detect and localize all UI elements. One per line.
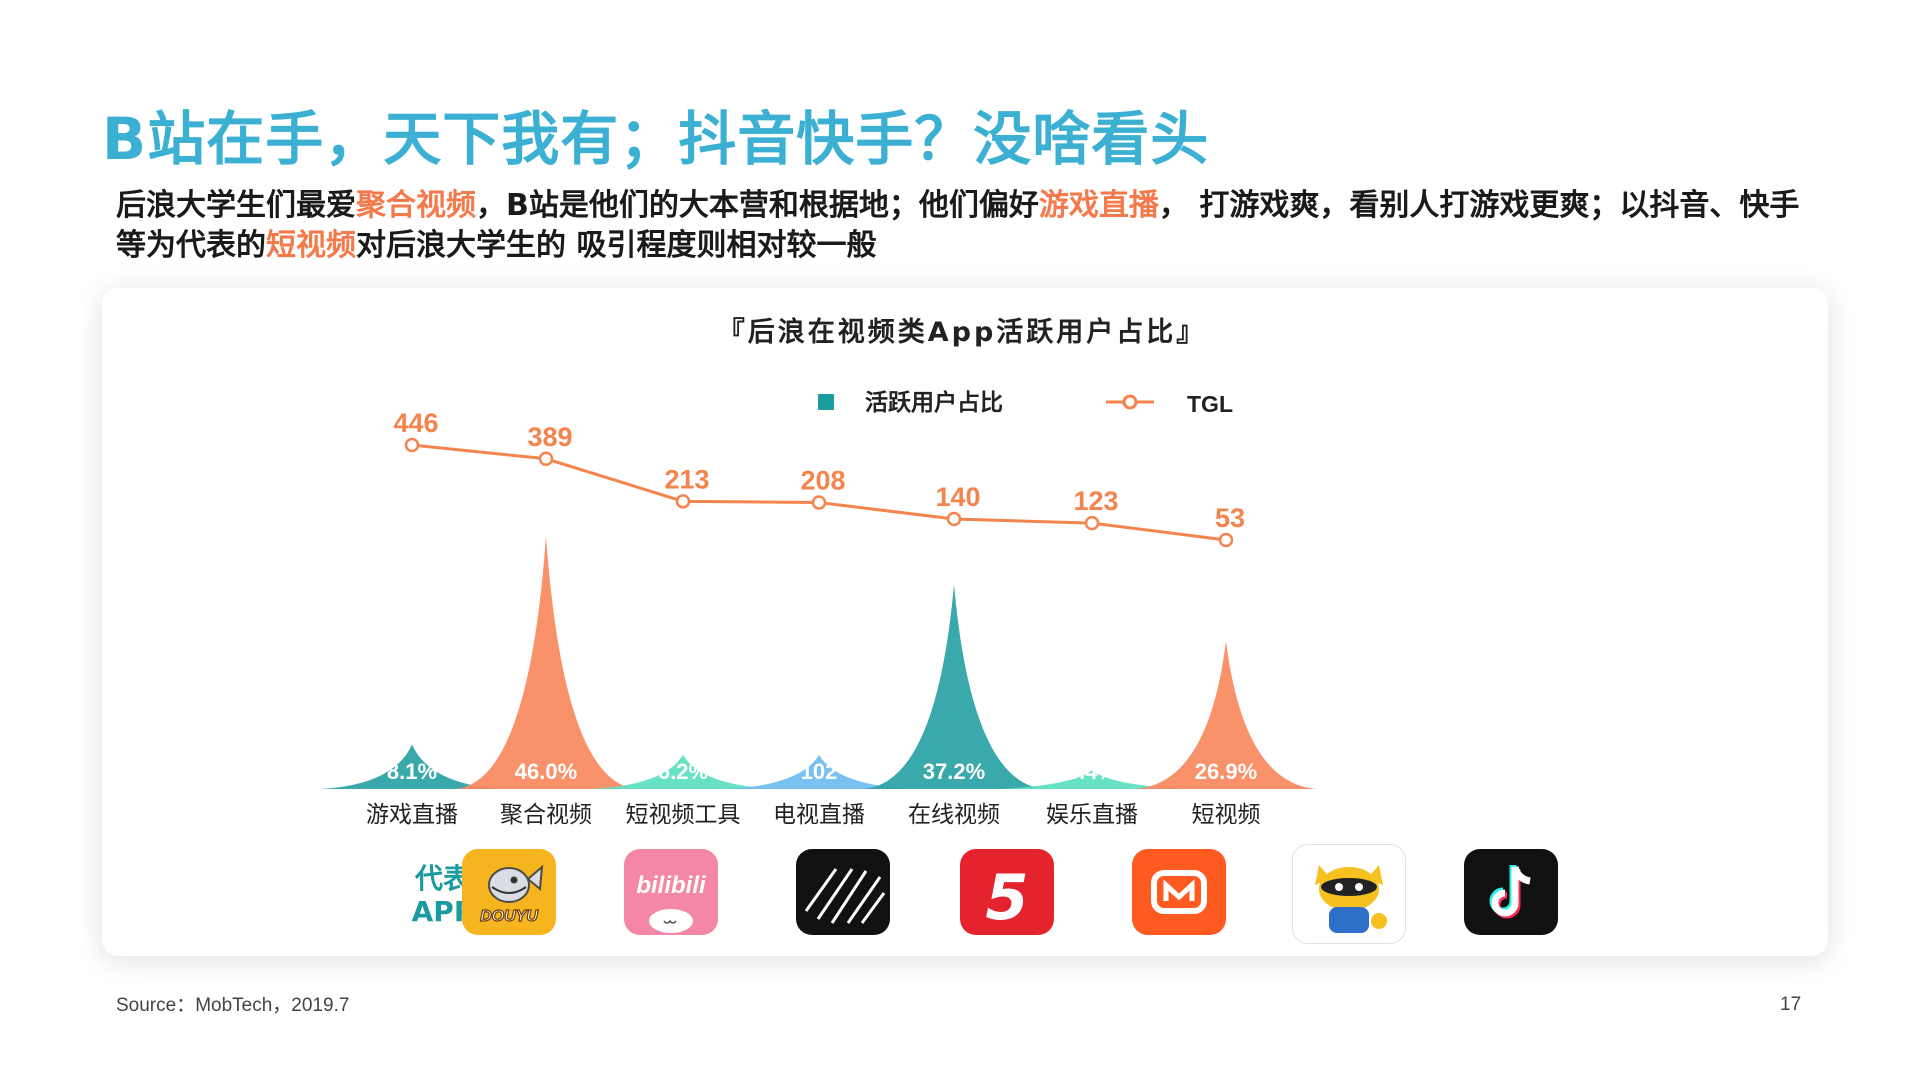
chart-title: 『后浪在视频类App活跃用户占比』 (718, 316, 1207, 348)
category-label-7: 短视频 (1192, 802, 1261, 828)
peak-label-5: 37.2% (923, 759, 985, 784)
page-title: B站在手，天下我有；抖音快手？没啥看头 (102, 105, 1210, 173)
tgl-point-7 (1218, 532, 1234, 548)
category-label-4: 电视直播 (773, 802, 865, 828)
subtitle-highlight-short-video: 短视频 (266, 228, 356, 263)
subtitle-highlight-aggregate-video: 聚合视频 (356, 188, 476, 223)
peak-labels-layer: 8.1% 46.0% 6.2% 102 37.2% 3.4% 26.9% (387, 759, 1257, 784)
category-label-3: 短视频工具 (626, 802, 741, 828)
tgl-label-5: 140 (935, 482, 980, 512)
subtitle-highlight-game-live: 游戏直播 (1038, 188, 1159, 223)
mango-tv-icon (1132, 849, 1226, 935)
peak-label-2: 46.0% (515, 759, 577, 784)
category-labels: 游戏直播 聚合视频 短视频工具 电视直播 在线视频 娱乐直播 短视频 (366, 802, 1261, 828)
tgl-point-5 (946, 511, 962, 527)
bilibili-logo-text: bilibili (636, 872, 707, 899)
peak-label-3: 6.2% (658, 759, 708, 784)
peak-label-6: 3.4% (1067, 759, 1117, 784)
chart-card: 『后浪在视频类App活跃用户占比』 活跃用户占比 TGL 8.1% 46.0% 6.… (102, 288, 1828, 956)
legend-swatch-active-share (818, 394, 834, 410)
legend: 活跃用户占比 TGL (818, 389, 1233, 417)
peak-6 (1000, 770, 1184, 789)
tgl-label-3: 213 (664, 464, 709, 494)
tgl-label-1: 446 (393, 408, 438, 438)
subtitle-part-4: 对后浪大学生的 吸引程度则相对较一般 (356, 228, 877, 263)
tv-live-logo-text: 5 (985, 861, 1028, 934)
peak-label-4: 102 (801, 759, 838, 784)
legend-label-tgl: TGL (1187, 391, 1233, 417)
peak-2 (454, 536, 638, 789)
tgl-point-6 (1084, 515, 1100, 531)
subtitle-part-3: ， 打游戏爽，看别人打游戏更爽；以抖音、快手等为代表的 (116, 188, 1800, 263)
peak-5 (862, 584, 1046, 789)
peak-7 (1134, 641, 1318, 789)
tgl-label-6: 123 (1073, 486, 1118, 516)
tgl-label-7: 53 (1215, 503, 1245, 533)
raccoon-icon (1292, 844, 1406, 944)
tgl-label-4: 208 (800, 466, 845, 496)
tiktok-icon (1464, 849, 1558, 935)
video-tool-icon (796, 849, 890, 935)
peak-3 (591, 754, 775, 789)
subtitle-part-2: ，B站是他们的大本营和根据地；他们偏好 (476, 188, 1039, 223)
tgl-layer: 446 389 213 208 140 123 53 (393, 408, 1245, 548)
peaks-layer (320, 536, 1318, 789)
peak-label-7: 26.9% (1195, 759, 1257, 784)
category-label-1: 游戏直播 (366, 802, 458, 828)
tgl-point-1 (404, 437, 420, 453)
tgl-point-2 (538, 451, 554, 467)
category-label-2: 聚合视频 (500, 802, 592, 828)
category-label-5: 在线视频 (908, 802, 1000, 828)
tgl-label-2: 389 (527, 422, 572, 452)
tgl-point-3 (675, 494, 691, 509)
subtitle-part-1: 后浪大学生们最爱 (116, 188, 356, 223)
legend-label-active-share: 活跃用户占比 (865, 389, 1003, 416)
page-number: 17 (1780, 994, 1802, 1015)
tv-live-icon: 5 (960, 849, 1054, 935)
chart-svg: 『后浪在视频类App活跃用户占比』 活跃用户占比 TGL 8.1% 46.0% 6.… (320, 316, 1318, 828)
legend-marker-tgl (1122, 394, 1138, 410)
bilibili-icon: bilibili (624, 849, 718, 935)
category-label-6: 娱乐直播 (1046, 802, 1138, 828)
peak-4 (727, 755, 911, 789)
peak-label-1: 8.1% (387, 759, 437, 784)
rep-label-line-1: 代表 (414, 862, 471, 895)
page-subtitle: 后浪大学生们最爱聚合视频，B站是他们的大本营和根据地；他们偏好游戏直播， 打游戏… (116, 186, 1816, 266)
douyu-icon: DOUYU (462, 849, 556, 935)
douyu-logo-text: DOUYU (480, 908, 538, 925)
source-note: Source：MobTech，2019.7 (116, 995, 350, 1016)
peak-1 (320, 744, 504, 789)
tgl-point-4 (811, 495, 827, 510)
